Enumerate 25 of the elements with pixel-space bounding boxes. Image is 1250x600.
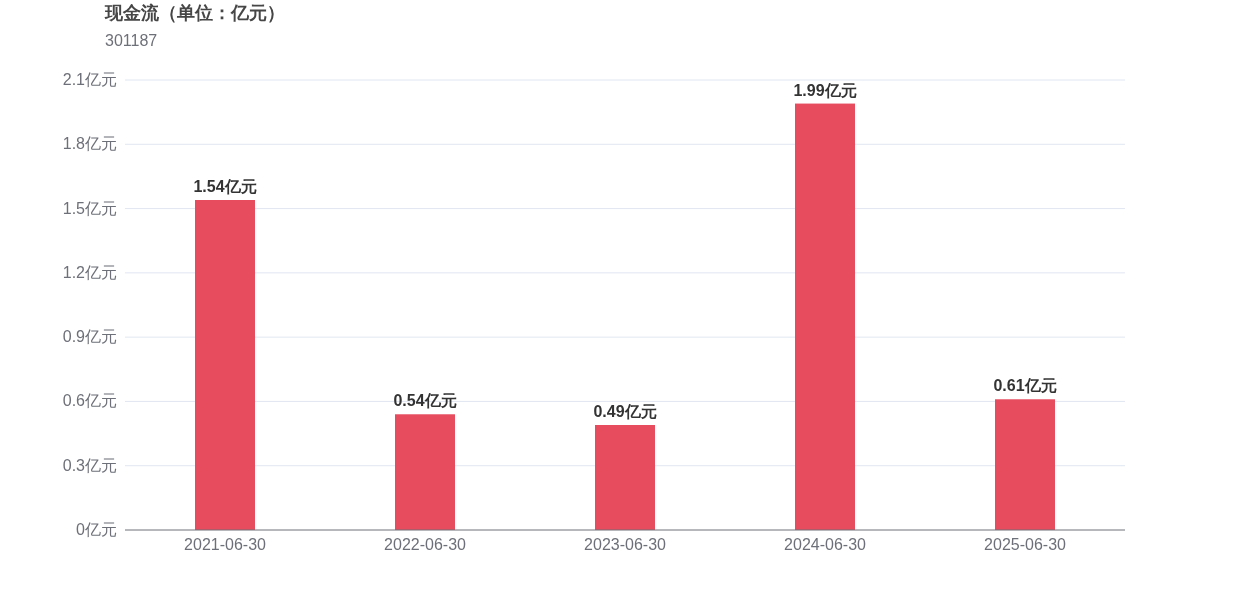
x-tick-label: 2021-06-30 [184,536,267,553]
data-label: 1.99亿元 [793,81,857,99]
y-tick-label: 1.2亿元 [62,263,117,281]
data-label: 0.54亿元 [393,392,457,410]
data-label: 0.61亿元 [993,377,1057,395]
x-tick-label: 2023-06-30 [584,536,667,553]
y-tick-label: 2.1亿元 [62,71,117,88]
data-label: 0.49亿元 [593,403,657,420]
bar [195,200,255,530]
chart-subtitle: 301187 [105,32,158,49]
x-tick-label: 2022-06-30 [384,536,467,553]
x-tick-label: 2024-06-30 [784,536,867,553]
y-tick-label: 1.8亿元 [62,135,117,153]
y-tick-label: 0.9亿元 [62,328,117,346]
chart-title: 现金流（单位：亿元） [104,3,285,23]
y-tick-label: 1.5亿元 [62,199,117,217]
y-tick-label: 0.6亿元 [62,392,117,410]
x-tick-label: 2025-06-30 [984,536,1067,553]
y-tick-label: 0.3亿元 [62,456,117,474]
y-tick-label: 0亿元 [76,521,117,538]
bar [995,399,1055,530]
bar [795,103,855,530]
data-label: 1.54亿元 [193,178,257,195]
bar [595,425,655,530]
bar [395,414,455,530]
